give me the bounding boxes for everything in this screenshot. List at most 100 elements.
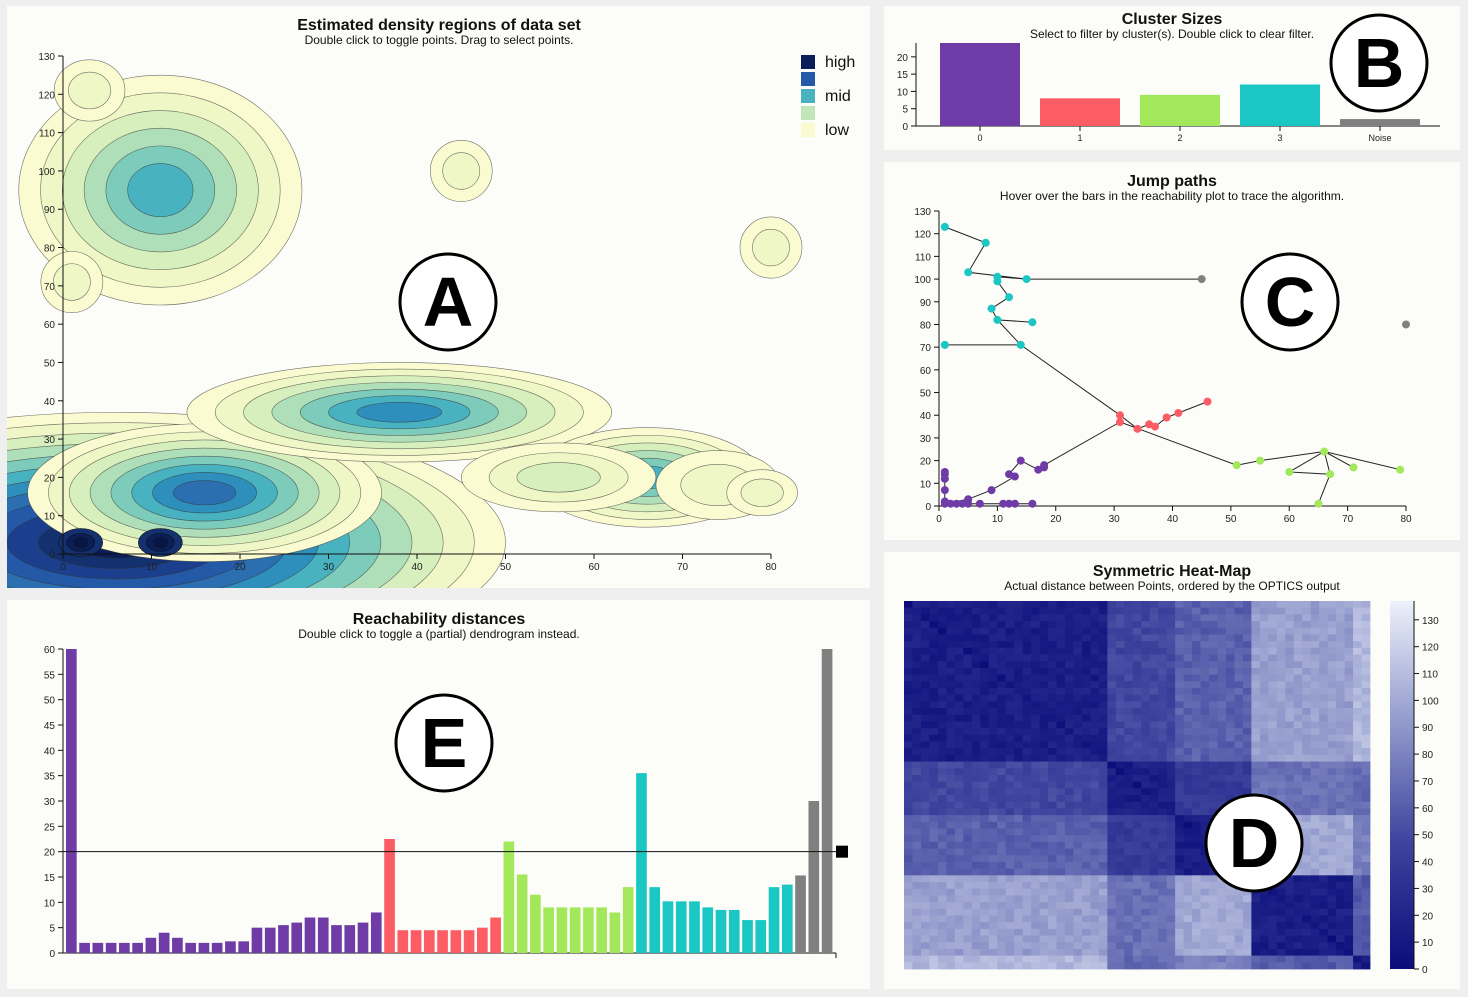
jump-point[interactable] [1402,320,1410,329]
reachability-bar[interactable] [450,930,462,953]
reachability-bar[interactable] [808,801,820,953]
reachability-bar[interactable] [437,930,448,953]
reachability-bar[interactable] [172,937,183,953]
reachability-bar[interactable] [198,942,210,953]
jump-point[interactable] [987,304,996,313]
reachability-bar[interactable] [132,942,143,953]
jump-point[interactable] [993,315,1002,324]
reachability-bar[interactable] [755,920,767,953]
jump-point[interactable] [1232,461,1241,470]
reachability-bar[interactable] [583,907,594,953]
jump-point[interactable] [940,474,949,483]
reachability-bar[interactable] [105,942,117,953]
reachability-bar[interactable] [622,887,634,953]
jump-point[interactable] [999,499,1008,508]
reachability-bar[interactable] [225,941,236,953]
density-chart[interactable]: Estimated density regions of data set Do… [7,6,870,588]
jump-point[interactable] [993,277,1002,286]
jump-point[interactable] [1349,463,1358,472]
cluster-sizes-panel[interactable]: Cluster Sizes Select to filter by cluste… [884,6,1460,150]
jump-point[interactable] [958,499,967,508]
reachability-bar[interactable] [304,917,316,953]
reachability-bar[interactable] [185,942,196,953]
cluster-bar-0[interactable] [940,43,1020,126]
jump-point[interactable] [1022,275,1031,284]
reachability-bar[interactable] [410,930,422,953]
reachability-bar[interactable] [490,917,501,953]
jump-point[interactable] [1115,411,1124,420]
reachability-bar[interactable] [781,884,793,953]
jump-point[interactable] [1115,418,1124,427]
reachability-bar[interactable] [543,907,554,953]
reachability-bar[interactable] [397,930,409,953]
jump-paths-chart[interactable]: Jump paths Hover over the bars in the re… [884,162,1460,540]
reachability-chart[interactable]: Reachability distances Double click to t… [7,600,870,989]
jump-point[interactable] [1010,472,1019,481]
jump-point[interactable] [1174,408,1183,417]
reachability-bar[interactable] [79,942,90,953]
reachability-bar[interactable] [331,925,342,953]
jump-point[interactable] [1005,293,1014,302]
jump-point[interactable] [940,222,949,231]
jump-point[interactable] [1197,275,1206,284]
reachability-bar[interactable] [264,927,276,953]
reachability-bar[interactable] [238,941,250,953]
reachability-bar[interactable] [728,909,740,953]
reachability-bar[interactable] [768,887,780,953]
reachability-bar[interactable] [503,841,515,953]
cluster-bar-2[interactable] [1140,94,1220,126]
reachability-bar[interactable] [357,922,369,953]
threshold-handle[interactable] [836,845,848,858]
reachability-bar[interactable] [516,874,528,953]
jump-point[interactable] [952,499,961,508]
jump-point[interactable] [1028,499,1037,508]
cluster-bar-noise[interactable] [1340,119,1420,126]
jump-paths-panel[interactable]: Jump paths Hover over the bars in the re… [884,162,1460,540]
jump-point[interactable] [964,268,973,277]
jump-point[interactable] [940,340,949,349]
reachability-bar[interactable] [715,909,727,953]
reachability-bar[interactable] [821,649,833,953]
jump-point[interactable] [1162,413,1171,422]
cluster-sizes-chart[interactable]: Cluster Sizes Select to filter by cluste… [884,6,1460,150]
reachability-bar[interactable] [530,894,541,953]
jump-point[interactable] [1314,499,1323,508]
reachability-bar[interactable] [211,942,223,953]
heatmap-chart[interactable]: Symmetric Heat-Map Actual distance betwe… [884,552,1460,989]
reachability-bar[interactable] [463,930,475,953]
reachability-bar[interactable] [317,917,329,953]
reachability-bar[interactable] [636,773,647,953]
reachability-bar[interactable] [423,930,435,953]
cluster-bar-1[interactable] [1040,98,1120,126]
jump-point[interactable] [981,238,990,247]
heatmap-panel[interactable]: Symmetric Heat-Map Actual distance betwe… [884,552,1460,989]
jump-point[interactable] [1320,447,1329,456]
reachability-bar[interactable] [278,925,289,953]
reachability-bar[interactable] [596,907,607,953]
jump-point[interactable] [987,486,996,495]
reachability-bar[interactable] [556,907,568,953]
reachability-bar[interactable] [158,932,170,953]
reachability-bar[interactable] [702,907,714,953]
reachability-bar[interactable] [344,925,356,953]
jump-point[interactable] [1133,424,1142,433]
reachability-bar[interactable] [370,912,382,953]
reachability-bar[interactable] [251,927,263,953]
jump-point[interactable] [946,499,955,508]
jump-point[interactable] [1203,397,1212,406]
reachability-bar[interactable] [569,907,581,953]
reachability-bar[interactable] [649,887,661,953]
reachability-bar[interactable] [66,649,77,953]
jump-point[interactable] [1010,499,1019,508]
reachability-bar[interactable] [795,875,806,953]
jump-point[interactable] [1396,465,1405,474]
jump-point[interactable] [1016,340,1025,349]
reachability-bar[interactable] [291,922,303,953]
jump-point[interactable] [1028,318,1037,327]
density-panel[interactable]: Estimated density regions of data set Do… [7,6,870,588]
jump-point[interactable] [1256,456,1265,465]
reachability-bar[interactable] [662,901,674,953]
jump-point[interactable] [1040,461,1049,470]
reachability-bar[interactable] [609,912,621,953]
reachability-bar[interactable] [675,901,687,953]
